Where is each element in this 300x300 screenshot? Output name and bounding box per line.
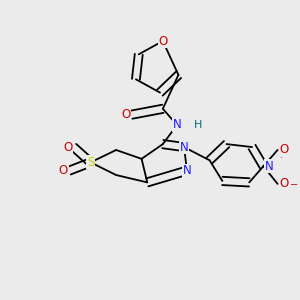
Text: N: N [172,118,182,131]
Text: N: N [265,160,274,173]
Text: −: − [290,180,298,190]
Text: +: + [277,151,284,160]
Text: S: S [87,156,94,169]
Text: O: O [280,177,289,190]
Text: N: N [180,141,188,154]
Text: N: N [182,164,191,177]
Text: O: O [280,143,289,157]
Text: H: H [194,120,202,130]
Text: O: O [158,34,167,48]
Text: O: O [63,141,72,154]
Text: O: O [121,108,130,121]
Text: O: O [59,164,68,177]
